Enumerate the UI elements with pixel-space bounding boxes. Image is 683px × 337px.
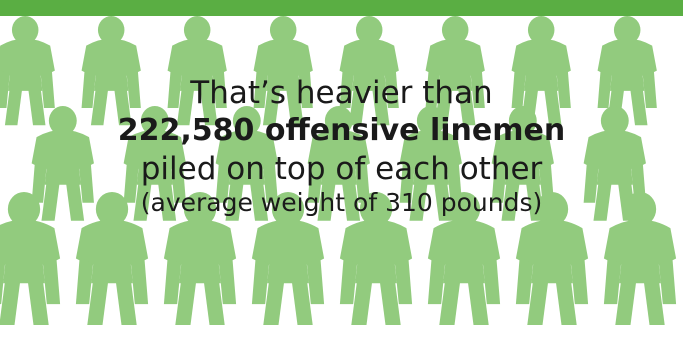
caption-footnote: (average weight of 310 pounds) — [0, 188, 683, 218]
caption-line-1: That’s heavier than — [0, 74, 683, 112]
caption-block: That’s heavier than 222,580 offensive li… — [0, 74, 683, 218]
caption-highlight: 222,580 offensive linemen — [0, 112, 683, 150]
caption-line-3: piled on top of each other — [0, 150, 683, 188]
